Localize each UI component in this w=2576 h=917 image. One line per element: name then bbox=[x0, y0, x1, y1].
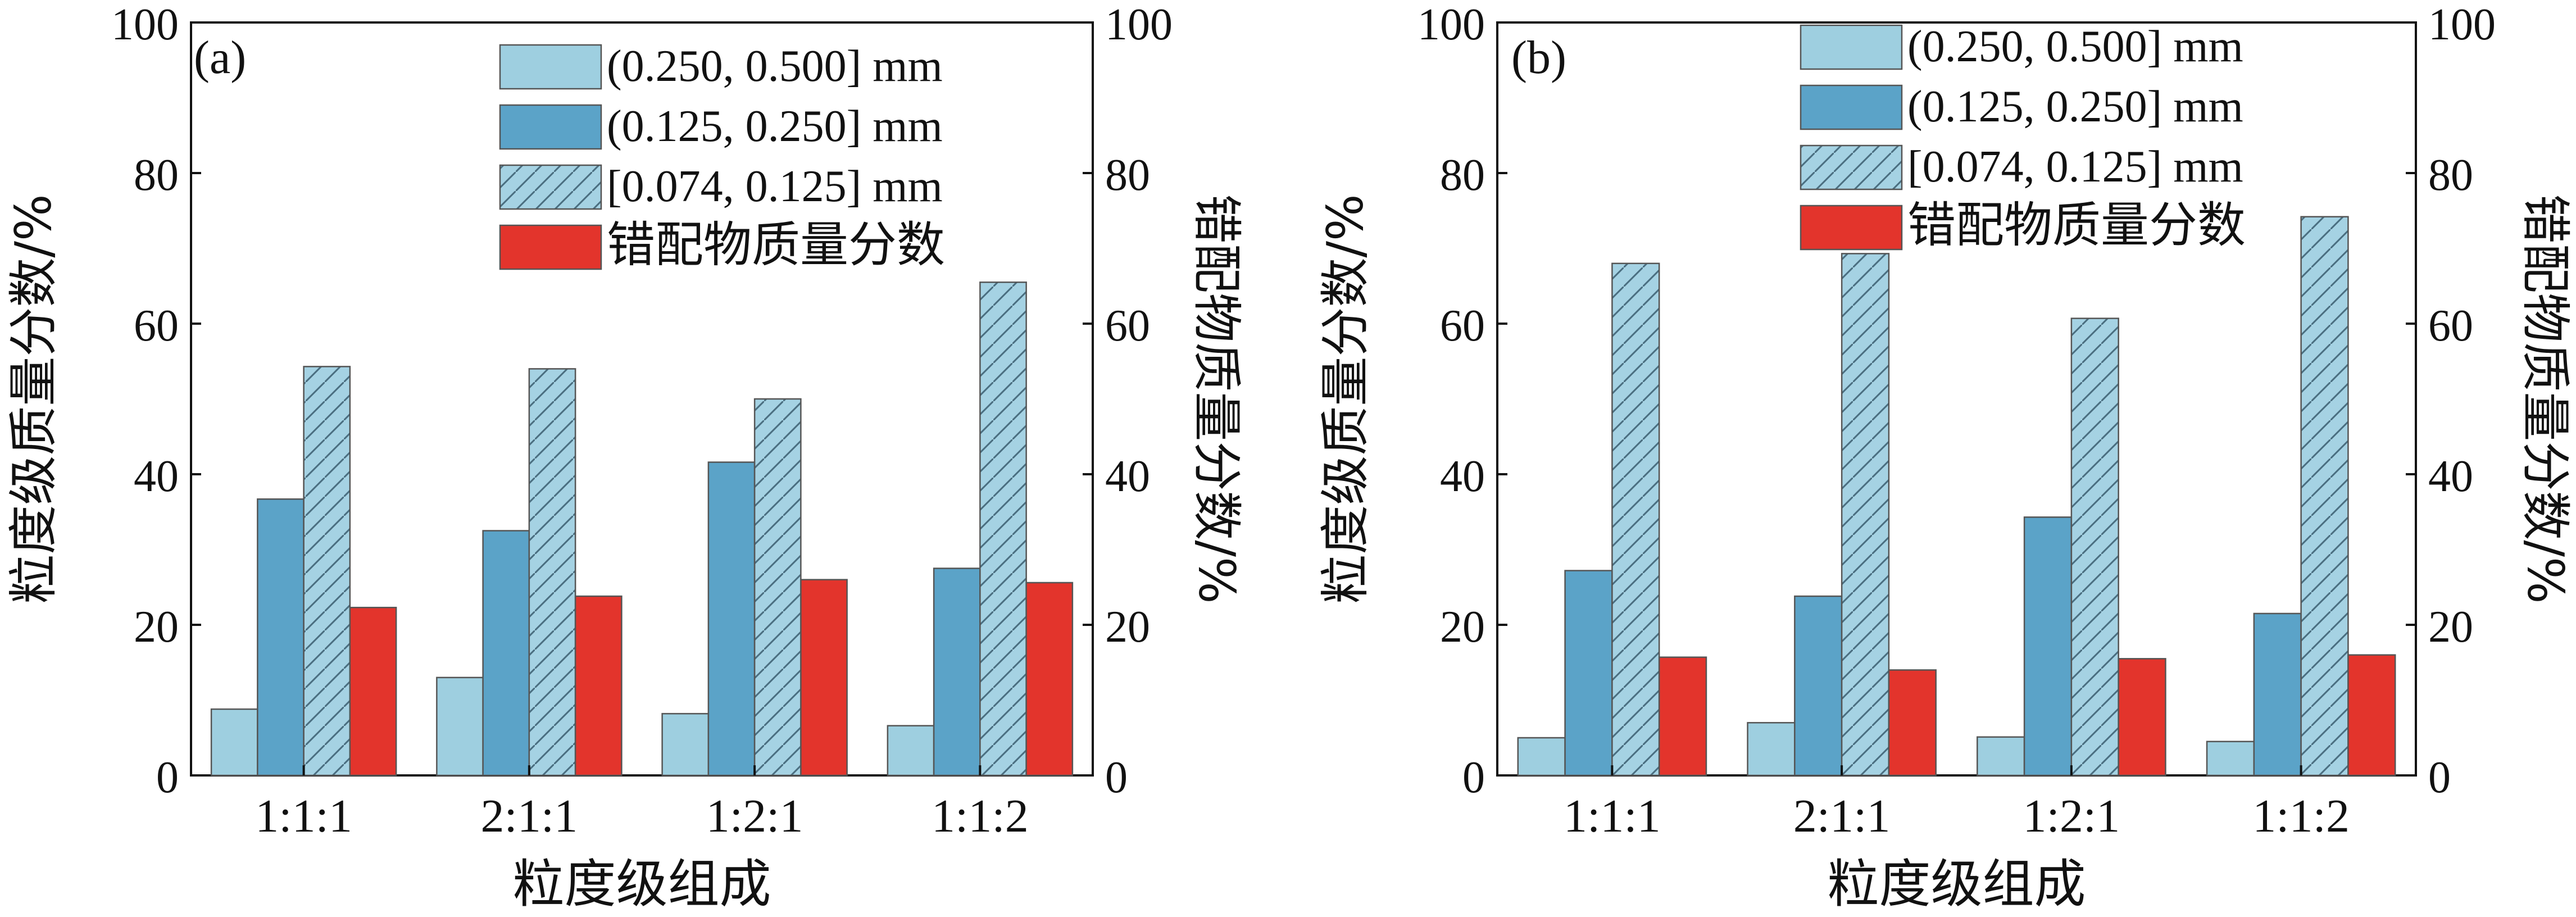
x-tick-label: 1:2:1 bbox=[2023, 790, 2120, 842]
y-tick-label-right: 80 bbox=[1105, 151, 1150, 200]
y-tick-label-left: 60 bbox=[1440, 301, 1485, 351]
bar-medium bbox=[257, 498, 305, 777]
bar-light bbox=[661, 712, 710, 777]
legend-label: 错配物质量分数 bbox=[1907, 197, 2246, 253]
bar-medium bbox=[2253, 612, 2302, 777]
bar-red bbox=[1658, 656, 1707, 777]
y-tick-label-left: 100 bbox=[1418, 0, 1485, 49]
x-tick-label: 1:2:1 bbox=[706, 790, 803, 842]
legend-label: [0.074, 0.125] mm bbox=[607, 162, 943, 211]
legend-swatch-red bbox=[1800, 205, 1903, 251]
y-tick-label-left: 0 bbox=[1462, 753, 1485, 802]
y-tick-label-left: 20 bbox=[134, 602, 179, 652]
legend-swatch-medium bbox=[1800, 84, 1903, 130]
y-axis-title-left: 粒度级质量分数/% bbox=[1316, 194, 1374, 603]
legend-label: (0.250, 0.500] mm bbox=[1907, 22, 2243, 71]
bar-light bbox=[436, 677, 484, 777]
plot-frame bbox=[190, 21, 1094, 777]
x-tick-label: 1:1:2 bbox=[2252, 790, 2350, 842]
legend-swatch-light bbox=[1800, 24, 1903, 70]
bar-light bbox=[1517, 737, 1566, 777]
panel-a: 0 0 20 20 40 40 60 60 80 80 100 100 1:1:1 2:1:1 1:2:1 1… bbox=[4, 0, 1246, 914]
panel-b: 0 0 20 20 40 40 60 60 80 80 100 100 1:1:1 2:1:1 1:2:1 1… bbox=[1316, 0, 2574, 914]
bar-hatch bbox=[2070, 317, 2119, 777]
y-tick-label-right: 100 bbox=[2428, 0, 2496, 49]
y-axis-title-left: 粒度级质量分数/% bbox=[4, 194, 62, 603]
x-tick-label: 1:1:1 bbox=[1564, 790, 1661, 842]
bar-hatch bbox=[753, 398, 802, 777]
bar-red bbox=[574, 595, 623, 777]
legend-swatch-medium bbox=[499, 104, 602, 150]
plot-frame bbox=[1496, 21, 2417, 777]
legend-swatch-red bbox=[499, 224, 602, 270]
y-axis-title-right: 错配物质量分数/% bbox=[2516, 194, 2574, 603]
bar-red bbox=[2118, 658, 2166, 777]
y-axis-title-right: 错配物质量分数/% bbox=[1188, 194, 1246, 603]
bar-red bbox=[349, 606, 397, 777]
y-tick-label-left: 0 bbox=[156, 753, 179, 802]
panel-label: (b) bbox=[1511, 31, 1566, 84]
x-tick-label: 1:1:2 bbox=[932, 790, 1029, 842]
y-tick-label-right: 0 bbox=[1105, 753, 1128, 802]
y-tick-label-left: 40 bbox=[134, 452, 179, 501]
legend-swatch-light bbox=[499, 44, 602, 90]
bar-red bbox=[2347, 654, 2396, 777]
y-tick-label-left: 100 bbox=[111, 0, 179, 49]
bar-medium bbox=[2023, 516, 2073, 777]
legend-swatch-hatch bbox=[1800, 144, 1903, 190]
y-tick-label-right: 20 bbox=[2428, 602, 2473, 652]
bar-hatch bbox=[528, 368, 576, 777]
bar-hatch bbox=[979, 282, 1027, 777]
bar-light bbox=[2206, 741, 2255, 777]
x-tick-label: 2:1:1 bbox=[481, 790, 578, 842]
bar-hatch bbox=[1841, 253, 1890, 777]
y-tick-label-left: 80 bbox=[1440, 151, 1485, 200]
y-tick-label-right: 40 bbox=[1105, 452, 1150, 501]
bar-medium bbox=[707, 461, 756, 777]
bar-hatch bbox=[1611, 262, 1660, 777]
y-tick-label-left: 80 bbox=[134, 151, 179, 200]
y-tick-label-left: 20 bbox=[1440, 602, 1485, 652]
bar-light bbox=[210, 708, 258, 777]
x-tick-label: 2:1:1 bbox=[1793, 790, 1891, 842]
bar-medium bbox=[482, 530, 530, 777]
bar-medium bbox=[933, 568, 981, 777]
x-tick-label: 1:1:1 bbox=[255, 790, 352, 842]
x-axis-title: 粒度级组成 bbox=[1827, 854, 2086, 914]
x-axis-title: 粒度级组成 bbox=[512, 854, 771, 914]
y-tick-label-left: 60 bbox=[134, 301, 179, 351]
legend-label: (0.250, 0.500] mm bbox=[607, 42, 943, 91]
y-tick-label-right: 100 bbox=[1105, 0, 1173, 49]
panel-label: (a) bbox=[194, 31, 246, 84]
bar-red bbox=[1888, 669, 1937, 777]
bar-red bbox=[800, 579, 848, 777]
legend-swatch-hatch bbox=[499, 164, 602, 210]
bar-light bbox=[1747, 721, 1796, 777]
y-tick-label-right: 40 bbox=[2428, 452, 2473, 501]
y-tick-label-right: 0 bbox=[2428, 753, 2451, 802]
bar-hatch bbox=[303, 366, 351, 777]
y-tick-label-right: 60 bbox=[1105, 301, 1150, 351]
legend-label: (0.125, 0.250] mm bbox=[607, 102, 943, 151]
bar-light bbox=[887, 725, 935, 777]
y-tick-label-right: 60 bbox=[2428, 301, 2473, 351]
bar-red bbox=[1025, 582, 1074, 777]
legend-label: 错配物质量分数 bbox=[607, 217, 945, 273]
bar-hatch bbox=[2300, 216, 2349, 777]
bar-medium bbox=[1564, 570, 1613, 777]
y-tick-label-right: 20 bbox=[1105, 602, 1150, 652]
bar-medium bbox=[1794, 595, 1843, 777]
bar-light bbox=[1977, 736, 2025, 777]
y-tick-label-right: 80 bbox=[2428, 151, 2473, 200]
legend-label: (0.125, 0.250] mm bbox=[1907, 82, 2243, 131]
y-tick-label-left: 40 bbox=[1440, 452, 1485, 501]
legend-label: [0.074, 0.125] mm bbox=[1907, 142, 2243, 192]
